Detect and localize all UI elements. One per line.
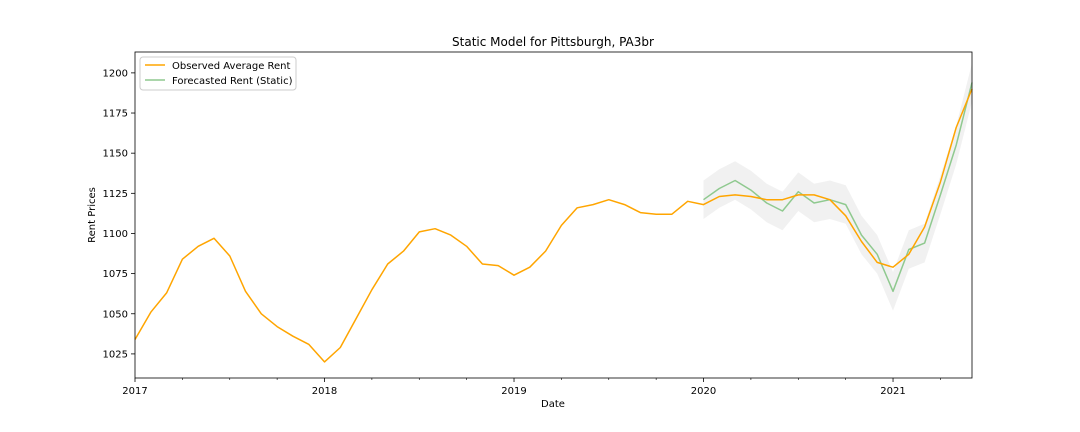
x-axis-label: Date — [541, 399, 565, 410]
observed-line — [134, 88, 973, 363]
legend-label-forecast: Forecasted Rent (Static) — [172, 76, 293, 87]
y-tick-label: 1125 — [103, 189, 128, 200]
legend-label-observed: Observed Average Rent — [172, 61, 291, 72]
plot-area — [134, 63, 973, 363]
y-tick-label: 1200 — [103, 68, 128, 79]
x-tick-label: 2019 — [501, 386, 526, 397]
forecast-line — [703, 82, 973, 293]
x-axis: 2017 2018 2019 2020 2021 — [122, 378, 941, 397]
y-tick-label: 1175 — [103, 109, 128, 120]
plot-frame — [134, 51, 973, 379]
y-tick-label: 1075 — [103, 269, 128, 280]
x-tick-label: 2020 — [691, 386, 716, 397]
legend: Observed Average Rent Forecasted Rent (S… — [139, 56, 297, 91]
y-tick-label: 1150 — [103, 149, 128, 160]
x-tick-label: 2021 — [880, 386, 905, 397]
y-tick-label: 1100 — [103, 229, 128, 240]
confidence-band — [703, 63, 972, 311]
y-tick-label: 1025 — [103, 349, 128, 360]
chart-title: Static Model for Pittsburgh, PA3br — [452, 35, 654, 49]
y-axis: 1025 1050 1075 1100 1125 1150 1175 1200 — [103, 68, 135, 360]
x-tick-label: 2018 — [312, 386, 337, 397]
y-tick-label: 1050 — [103, 309, 128, 320]
y-axis-label: Rent Prices — [87, 187, 98, 243]
x-tick-label: 2017 — [122, 386, 147, 397]
legend-box — [139, 56, 297, 91]
